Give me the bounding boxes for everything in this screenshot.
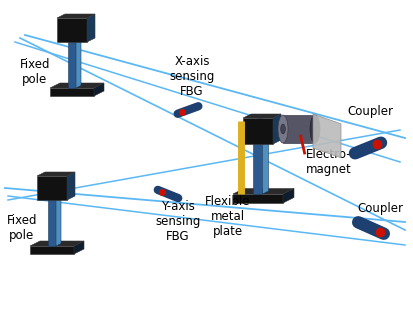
Polygon shape — [76, 40, 81, 88]
Polygon shape — [67, 172, 75, 200]
Polygon shape — [233, 188, 293, 194]
Polygon shape — [272, 114, 280, 144]
Polygon shape — [233, 194, 282, 203]
Polygon shape — [242, 114, 280, 118]
Ellipse shape — [309, 115, 319, 143]
Polygon shape — [57, 14, 95, 18]
Polygon shape — [242, 118, 272, 144]
Text: Flexible
metal
plate: Flexible metal plate — [205, 195, 250, 238]
Text: Electro-
magnet: Electro- magnet — [305, 148, 351, 176]
Text: Coupler: Coupler — [356, 202, 402, 215]
Polygon shape — [30, 241, 84, 246]
Polygon shape — [68, 42, 76, 88]
Polygon shape — [74, 241, 84, 254]
Polygon shape — [87, 14, 95, 42]
Polygon shape — [282, 188, 293, 203]
Ellipse shape — [280, 124, 285, 134]
Text: Fixed
pole: Fixed pole — [7, 214, 37, 242]
Polygon shape — [30, 246, 74, 254]
Polygon shape — [37, 172, 75, 176]
Text: X-axis
sensing
FBG: X-axis sensing FBG — [169, 55, 214, 98]
Text: Fixed
pole: Fixed pole — [20, 58, 50, 86]
Polygon shape — [312, 114, 340, 158]
Polygon shape — [37, 176, 67, 200]
Polygon shape — [48, 200, 56, 246]
Ellipse shape — [277, 115, 287, 143]
Polygon shape — [94, 83, 104, 96]
Text: Coupler: Coupler — [346, 105, 392, 118]
Polygon shape — [253, 144, 262, 194]
Polygon shape — [56, 197, 61, 246]
Bar — [282, 115, 314, 143]
Polygon shape — [50, 83, 104, 88]
Polygon shape — [262, 141, 268, 194]
Text: Y-axis
sensing
FBG: Y-axis sensing FBG — [155, 200, 200, 243]
Polygon shape — [57, 18, 87, 42]
Polygon shape — [50, 88, 94, 96]
